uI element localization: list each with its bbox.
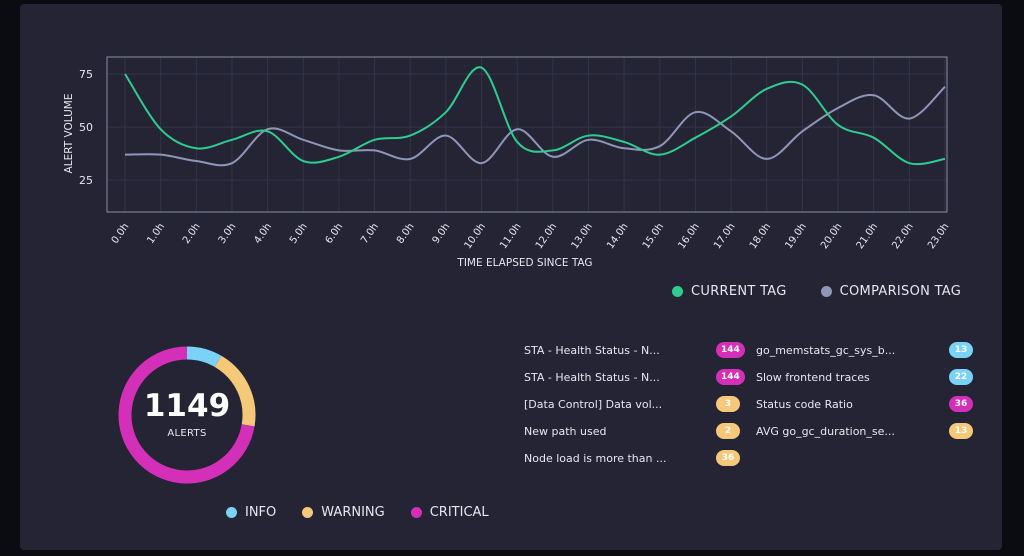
alert-name[interactable]: AVG go_gc_duration_se...	[756, 424, 895, 438]
y-axis-label: ALERT VOLUME	[63, 94, 75, 174]
x-tick-label: 23.0h	[926, 221, 951, 251]
legend-item-warning[interactable]: WARNING	[302, 505, 385, 520]
y-tick-label: 75	[79, 68, 93, 81]
x-tick-label: 11.0h	[498, 221, 523, 251]
y-tick-label: 50	[79, 121, 93, 134]
legend-item-comparison-tag[interactable]: COMPARISON TAG	[820, 284, 962, 299]
x-tick-label: 8.0h	[395, 221, 417, 246]
x-tick-label: 20.0h	[819, 221, 844, 251]
legend-label: CURRENT TAG	[691, 284, 787, 299]
severity-legend: INFO WARNING CRITICAL	[226, 505, 489, 520]
x-tick-label: 9.0h	[431, 221, 453, 246]
x-tick-label: 17.0h	[712, 221, 737, 251]
alert-count-badge: 144	[716, 342, 745, 358]
series-line-current-tag	[124, 66, 946, 166]
legend-label: INFO	[245, 505, 277, 520]
dashboard-panel: 25 50 75 0.0h 1.0h 2.0h 3.0h 4.0h 5.0h 6.0h 7.0h 8.…	[20, 4, 1002, 550]
x-tick-label: 7.0h	[359, 221, 381, 246]
alert-count-badge: 3	[716, 396, 740, 412]
alert-count-badge: 13	[949, 342, 973, 358]
x-tick-label: 15.0h	[641, 221, 666, 251]
x-tick-label: 3.0h	[217, 221, 239, 246]
legend-label: COMPARISON TAG	[839, 284, 962, 299]
alert-name[interactable]: [Data Control] Data vol...	[524, 397, 663, 411]
x-tick-label: 22.0h	[890, 221, 915, 251]
x-tick-label: 0.0h	[110, 221, 132, 246]
x-tick-label: 19.0h	[783, 221, 808, 251]
alert-count-badge: 144	[716, 369, 745, 385]
plot-frame	[106, 56, 948, 213]
legend-dot	[672, 286, 683, 297]
x-tick-label: 13.0h	[570, 221, 595, 251]
x-tick-label: 12.0h	[534, 221, 559, 251]
legend-label: CRITICAL	[429, 505, 489, 520]
legend-item-critical[interactable]: CRITICAL	[410, 505, 489, 520]
x-tick-label: 14.0h	[605, 221, 630, 251]
legend-dot	[302, 507, 314, 518]
alert-name[interactable]: STA - Health Status - N...	[524, 370, 660, 384]
series-line-comparison-tag	[124, 85, 946, 167]
x-tick-label: 16.0h	[676, 221, 701, 251]
legend-item-current-tag[interactable]: CURRENT TAG	[672, 284, 787, 299]
alert-name[interactable]: STA - Health Status - N...	[524, 343, 660, 357]
alert-name[interactable]: Slow frontend traces	[756, 370, 870, 384]
legend-item-info[interactable]: INFO	[226, 505, 276, 520]
y-tick-label: 25	[79, 174, 93, 187]
alert-count-badge: 13	[949, 423, 973, 439]
legend-dot	[820, 286, 832, 297]
legend-label: WARNING	[321, 505, 385, 520]
alert-name[interactable]: go_memstats_gc_sys_b...	[756, 343, 896, 357]
x-axis-label: TIME ELAPSED SINCE TAG	[456, 257, 592, 269]
x-tick-label: 5.0h	[288, 221, 310, 246]
alert-count-badge: 36	[949, 396, 973, 412]
donut-segment-critical[interactable]	[118, 346, 255, 484]
legend-dot	[226, 507, 237, 518]
x-tick-label: 18.0h	[748, 221, 773, 251]
alert-count-badge: 2	[716, 423, 740, 439]
alert-name[interactable]: New path used	[524, 424, 607, 438]
alert-count-badge: 22	[949, 369, 973, 385]
x-tick-label: 6.0h	[324, 221, 346, 246]
alerts-donut: 1149 ALERTS	[116, 344, 258, 486]
alerts-total-label: ALERTS	[167, 428, 207, 439]
alerts-total: 1149	[143, 388, 231, 424]
x-tick-label: 2.0h	[181, 221, 203, 246]
legend-dot	[410, 507, 422, 518]
chart-legend: CURRENT TAG COMPARISON TAG	[672, 284, 961, 299]
alert-name[interactable]: Node load is more than ...	[524, 451, 667, 465]
alert-count-badge: 36	[716, 450, 740, 466]
x-tick-label: 1.0h	[145, 221, 167, 246]
x-tick-label: 4.0h	[252, 221, 274, 246]
donut-ring	[118, 346, 256, 484]
donut-segment-warning[interactable]	[214, 355, 256, 427]
alert-name[interactable]: Status code Ratio	[756, 397, 853, 411]
x-tick-label: 21.0h	[855, 221, 880, 251]
x-tick-label: 10.0h	[463, 221, 488, 251]
donut-segment-info[interactable]	[186, 346, 222, 368]
alert-volume-chart: 25 50 75 0.0h 1.0h 2.0h 3.0h 4.0h 5.0h 6.0h 7.0h 8.…	[63, 56, 951, 269]
donut-center: 1149 ALERTS	[116, 344, 258, 486]
